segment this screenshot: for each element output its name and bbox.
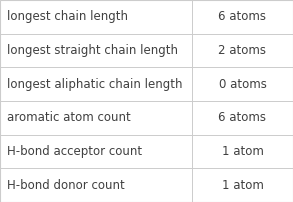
Text: 1 atom: 1 atom: [222, 145, 263, 158]
Text: 6 atoms: 6 atoms: [219, 111, 266, 124]
Text: aromatic atom count: aromatic atom count: [7, 111, 131, 124]
Text: 6 atoms: 6 atoms: [219, 10, 266, 23]
Text: longest aliphatic chain length: longest aliphatic chain length: [7, 78, 183, 91]
Text: longest straight chain length: longest straight chain length: [7, 44, 178, 57]
Text: 2 atoms: 2 atoms: [219, 44, 266, 57]
Text: H-bond donor count: H-bond donor count: [7, 179, 125, 192]
Text: 0 atoms: 0 atoms: [219, 78, 266, 91]
Text: H-bond acceptor count: H-bond acceptor count: [7, 145, 142, 158]
Text: 1 atom: 1 atom: [222, 179, 263, 192]
Text: longest chain length: longest chain length: [7, 10, 128, 23]
